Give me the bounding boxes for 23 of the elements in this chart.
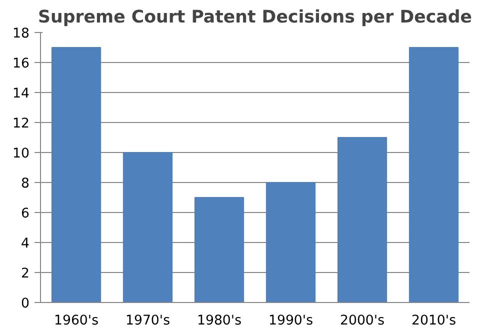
bar xyxy=(194,197,244,302)
chart-title: Supreme Court Patent Decisions per Decade xyxy=(38,8,472,28)
bar xyxy=(122,152,173,302)
x-tick-label: 2010's xyxy=(411,314,456,328)
y-tick-label: 4 xyxy=(21,236,30,252)
bar xyxy=(266,182,316,302)
y-tick-label: 8 xyxy=(21,176,30,192)
y-tick-label: 10 xyxy=(12,146,30,162)
y-tick-label: 16 xyxy=(12,56,30,72)
x-tick-label: 1980's xyxy=(196,314,242,328)
x-tick-label: 1990's xyxy=(268,314,314,328)
bar xyxy=(51,47,102,302)
bar xyxy=(337,137,388,302)
y-tick-label: 12 xyxy=(12,116,30,132)
y-tick-label: 14 xyxy=(12,86,30,102)
x-tick-label: 2000's xyxy=(340,314,385,328)
x-tick-label: 1970's xyxy=(125,314,170,328)
y-tick-label: 2 xyxy=(21,266,30,282)
y-tick-label: 18 xyxy=(12,26,30,42)
x-tick-label: 1960's xyxy=(54,314,99,328)
y-tick-label: 6 xyxy=(21,206,30,222)
y-tick-label: 0 xyxy=(21,296,30,312)
bar xyxy=(408,47,459,302)
